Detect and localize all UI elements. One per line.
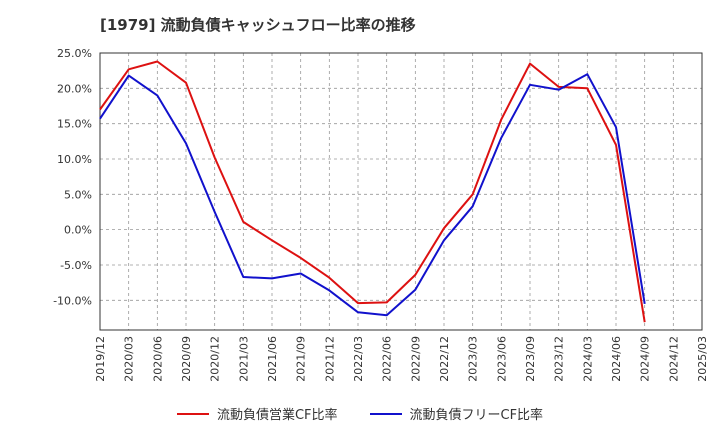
y-tick-label: -10.0% (53, 294, 92, 307)
x-tick-label: 2022/09 (409, 336, 422, 382)
x-tick-label: 2023/12 (553, 336, 566, 382)
series-line-free-cf (99, 73, 646, 317)
x-tick-label: 2022/03 (352, 336, 365, 382)
x-tick-label: 2024/06 (610, 336, 623, 382)
y-tick-label: 15.0% (57, 118, 92, 131)
x-tick-label: 2023/06 (495, 336, 508, 382)
series-layer (99, 60, 646, 323)
x-tick-label: 2022/12 (438, 336, 451, 382)
plot-frame (99, 52, 703, 331)
y-tick-label: 0.0% (64, 224, 92, 237)
x-tick-label: 2024/12 (667, 336, 680, 382)
x-tick-label: 2021/09 (295, 336, 308, 382)
y-tick-label: 20.0% (57, 82, 92, 95)
x-tick-label: 2021/12 (323, 336, 336, 382)
legend-swatch-free-cf (369, 412, 402, 415)
x-tick-label: 2024/09 (639, 336, 652, 382)
y-tick-label: 10.0% (57, 153, 92, 166)
x-tick-label: 2020/06 (151, 336, 164, 382)
legend-item-operating-cf: 流動負債営業CF比率 (176, 404, 338, 423)
legend-item-free-cf: 流動負債フリーCF比率 (369, 404, 544, 423)
legend-swatch-operating-cf (176, 412, 209, 415)
x-tick-label: 2019/12 (94, 336, 107, 382)
x-tick-label: 2023/03 (467, 336, 480, 382)
series-line-operating-cf (99, 60, 646, 323)
y-tick-label: -5.0% (60, 259, 92, 272)
tick-label-layer: 25.0% 20.0% 15.0% 10.0% 5.0% 0.0% -5.0% -10.0% 2… (53, 47, 709, 382)
x-tick-label: 2021/06 (266, 336, 279, 382)
y-tick-label: 25.0% (57, 47, 92, 60)
x-tick-label: 2020/03 (123, 336, 136, 382)
x-tick-label: 2024/03 (581, 336, 594, 382)
x-tick-label: 2020/12 (209, 336, 222, 382)
legend-label-free-cf: 流動負債フリーCF比率 (409, 408, 544, 423)
chart-title: [1979] 流動負債キャッシュフロー比率の推移 (100, 16, 416, 34)
axis-layer (99, 52, 703, 331)
x-tick-label: 2025/03 (696, 336, 709, 382)
legend: 流動負債営業CF比率 流動負債フリーCF比率 (0, 404, 720, 423)
x-tick-label: 2023/09 (524, 336, 537, 382)
x-tick-label: 2021/03 (237, 336, 250, 382)
y-tick-label: 5.0% (64, 188, 92, 201)
legend-label-operating-cf: 流動負債営業CF比率 (216, 408, 338, 423)
x-tick-label: 2022/06 (381, 336, 394, 382)
x-tick-label: 2020/09 (180, 336, 193, 382)
